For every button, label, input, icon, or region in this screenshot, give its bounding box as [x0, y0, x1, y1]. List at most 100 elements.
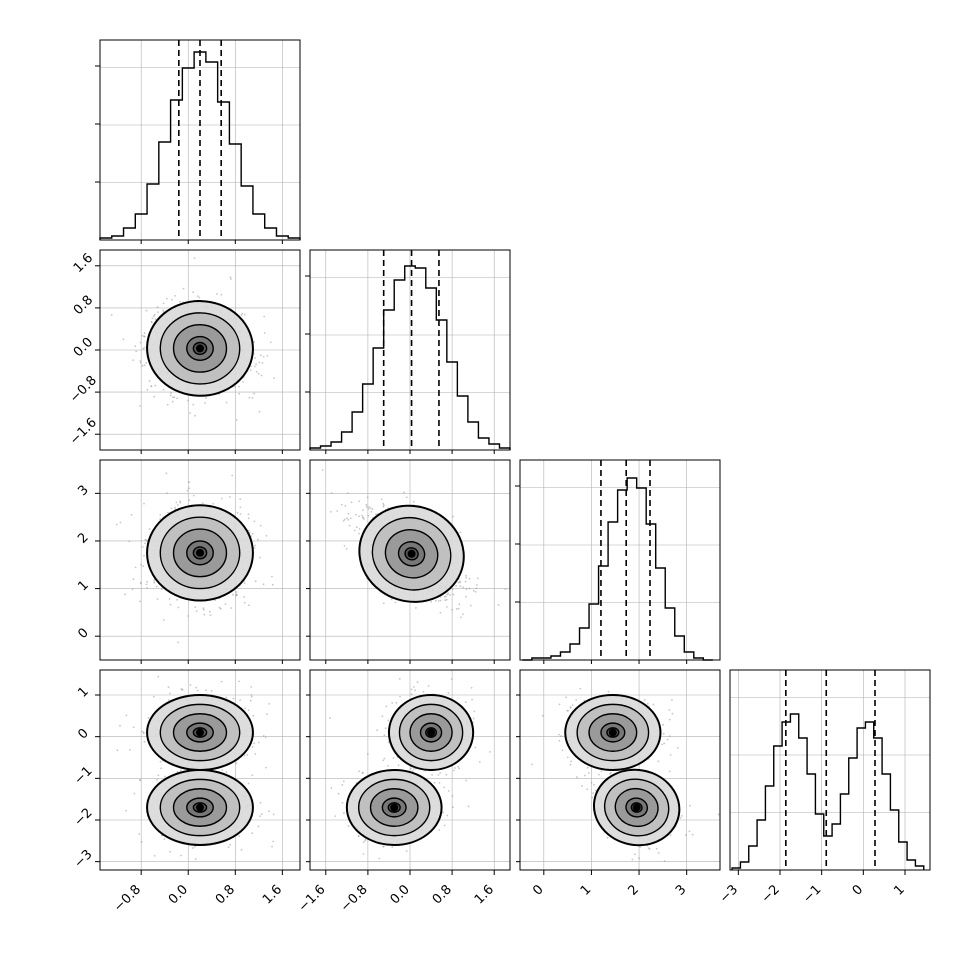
x-tick-label: 2: [625, 882, 641, 898]
sample-point: [216, 293, 218, 295]
sample-point: [473, 589, 475, 592]
sample-point: [169, 603, 172, 606]
sample-point: [259, 524, 262, 527]
sample-point: [167, 511, 169, 514]
density-contour: [614, 787, 659, 828]
sample-point: [464, 580, 467, 583]
sample-point: [194, 845, 196, 848]
sample-point: [271, 583, 274, 586]
sample-point: [414, 689, 417, 692]
sample-point: [657, 852, 660, 854]
sample-point: [342, 520, 345, 522]
sample-point: [358, 770, 361, 773]
sample-point: [201, 502, 204, 505]
sample-point: [219, 607, 222, 610]
sample-point: [367, 514, 370, 517]
density-contour: [172, 528, 228, 578]
sample-point: [688, 830, 691, 833]
sample-point: [156, 306, 159, 308]
sample-point: [365, 505, 368, 508]
sample-point: [141, 730, 144, 733]
sample-point: [382, 845, 384, 848]
sample-point: [180, 688, 183, 690]
sample-point: [382, 502, 384, 505]
sample-point: [684, 834, 687, 836]
density-contour: [159, 312, 241, 385]
sample-point: [358, 515, 360, 518]
sample-point: [258, 410, 261, 413]
sample-point: [387, 741, 390, 744]
sample-point: [244, 707, 247, 710]
sample-point: [383, 734, 386, 737]
sample-point: [146, 587, 149, 589]
sample-point: [457, 607, 460, 610]
sample-point: [412, 500, 415, 503]
sample-point: [387, 765, 389, 767]
histogram-step: [731, 713, 925, 870]
sample-point: [663, 860, 666, 862]
sample-point: [587, 772, 590, 774]
sample-point: [251, 397, 254, 399]
density-contour: [357, 778, 431, 837]
density-peak: [407, 549, 416, 558]
sample-point: [119, 724, 121, 727]
sample-point: [225, 771, 228, 774]
sample-point: [353, 529, 356, 532]
sample-point: [671, 712, 674, 715]
sample-point: [593, 783, 595, 786]
sample-point: [248, 604, 250, 607]
sample-point: [266, 713, 268, 715]
sample-point: [153, 580, 156, 582]
sample-point: [378, 857, 381, 860]
sample-point: [153, 854, 156, 857]
sample-point: [146, 388, 149, 391]
sample-point: [162, 302, 165, 305]
density-contour: [371, 517, 452, 591]
sample-point: [489, 751, 491, 753]
sample-point: [445, 606, 448, 608]
sample-point: [409, 767, 412, 770]
sample-point: [343, 545, 346, 547]
sample-point: [188, 499, 191, 502]
sample-point: [153, 581, 156, 584]
sample-point: [465, 595, 467, 598]
y-tick-label: 3: [75, 483, 91, 499]
sample-point: [247, 513, 250, 516]
sample-point: [263, 332, 266, 334]
sample-point: [468, 587, 471, 590]
sample-point: [454, 767, 456, 769]
sample-point: [364, 839, 366, 842]
sample-point: [246, 753, 249, 756]
sample-point: [370, 510, 373, 513]
sample-point: [431, 773, 433, 776]
sample-point: [669, 754, 672, 756]
sample-point: [334, 815, 337, 817]
sample-point: [668, 735, 671, 738]
sample-point: [430, 601, 433, 603]
sample-point: [450, 678, 453, 681]
sample-point: [238, 385, 241, 388]
sample-point: [143, 554, 145, 557]
sample-point: [139, 600, 141, 603]
sample-point: [202, 607, 205, 610]
sample-point: [459, 581, 461, 584]
sample-point: [144, 542, 147, 545]
sample-point: [139, 360, 142, 362]
density-contour: [387, 694, 475, 771]
density-contour: [398, 703, 464, 762]
sample-point: [465, 574, 467, 577]
sample-point: [253, 547, 256, 549]
sample-point: [172, 396, 174, 399]
sample-point: [385, 705, 388, 708]
sample-point: [347, 518, 350, 521]
sample-point: [465, 588, 468, 590]
sample-point: [143, 346, 146, 349]
sample-point: [349, 517, 352, 520]
sample-point: [115, 523, 118, 526]
sample-point: [366, 496, 369, 499]
sample-point: [655, 847, 658, 850]
sample-point: [235, 593, 238, 596]
sample-point: [391, 846, 394, 848]
sample-point: [413, 686, 415, 688]
sample-point: [258, 361, 261, 364]
